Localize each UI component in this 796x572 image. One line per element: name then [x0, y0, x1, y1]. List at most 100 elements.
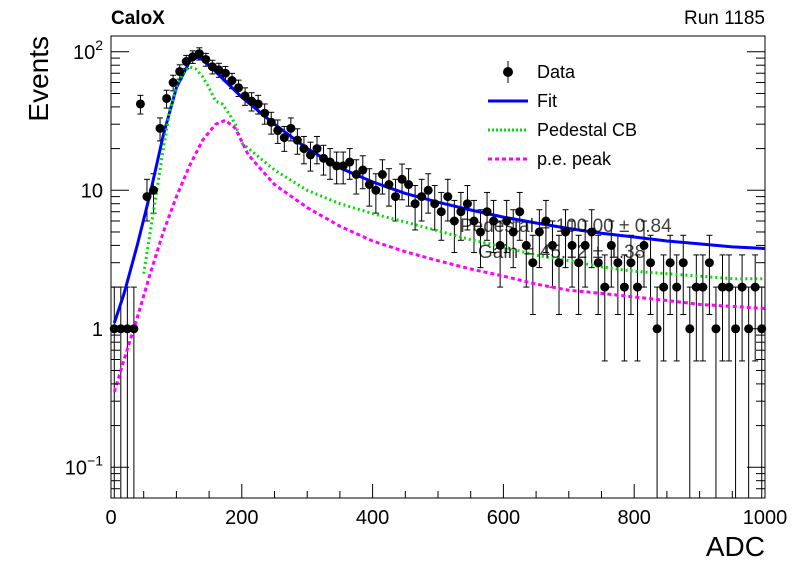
data-point: [168, 78, 178, 88]
data-point: [515, 207, 525, 217]
data-point: [698, 282, 708, 292]
data-point: [260, 108, 270, 118]
data-point: [279, 133, 289, 143]
data-point: [292, 135, 302, 145]
data-point: [587, 227, 597, 237]
data-point: [600, 282, 610, 292]
data-point: [704, 258, 714, 268]
data-point: [521, 240, 531, 250]
data-point: [469, 216, 479, 226]
data-point: [129, 324, 139, 334]
data-point: [253, 99, 263, 109]
legend-item-p-e-peak: p.e. peak: [488, 149, 612, 169]
legend-label: p.e. peak: [537, 149, 612, 169]
data-point: [711, 324, 721, 334]
data-point: [162, 93, 172, 103]
data-point: [286, 123, 296, 133]
data-point: [672, 282, 682, 292]
axis-ticks: 0 200 400 600 800 1000 10−1 1 10 102: [65, 37, 787, 529]
legend-item-pedestal-cb: Pedestal CB: [488, 120, 637, 140]
data-point: [364, 180, 374, 190]
data-point: [299, 144, 309, 154]
curve-fit: [112, 55, 766, 324]
data-point: [384, 180, 394, 190]
data-point: [417, 192, 427, 202]
data-point: [377, 169, 387, 179]
data-point: [390, 192, 400, 202]
curve-p-e-peak: [112, 118, 766, 393]
data-point: [423, 185, 433, 195]
data-point: [312, 144, 322, 154]
x-tick-label: 0: [105, 507, 116, 529]
data-point: [266, 117, 276, 127]
data-point: [404, 180, 414, 190]
data-point: [476, 227, 486, 237]
data-point: [449, 216, 459, 226]
data-point: [456, 207, 466, 217]
data-point: [345, 157, 355, 167]
data-point: [750, 282, 760, 292]
data-point: [528, 258, 538, 268]
plot-frame: [110, 35, 766, 499]
data-point: [155, 123, 165, 133]
x-tick-label: 1000: [743, 507, 788, 529]
legend-label: Pedestal CB: [537, 120, 637, 140]
data-point: [443, 192, 453, 202]
data-point: [135, 99, 145, 109]
data-point: [371, 185, 381, 195]
data-point: [240, 91, 250, 101]
data-point: [652, 324, 662, 334]
data-point: [685, 324, 695, 334]
header-experiment: CaloX: [111, 8, 165, 29]
fit-overlay: Pedestal = 100.00 ± 0.84 Gain = 45.12 ± …: [460, 216, 672, 263]
data-point: [436, 207, 446, 217]
x-tick-label: 200: [225, 507, 258, 529]
header-run: Run 1185: [684, 8, 765, 29]
data-point: [332, 161, 342, 171]
legend: Data Fit Pedestal CB p.e. peak: [488, 61, 637, 169]
data-point: [142, 192, 152, 202]
data-point: [626, 258, 636, 268]
data-point: [325, 157, 335, 167]
data-point: [534, 227, 544, 237]
data-point: [194, 49, 204, 59]
data-point: [646, 258, 656, 268]
data-point: [149, 185, 159, 195]
data-point: [561, 227, 571, 237]
data-point: [495, 240, 505, 250]
data-point: [731, 324, 741, 334]
y-tick-label: 10−1: [65, 452, 103, 479]
data-point: [319, 153, 329, 163]
legend-item-fit: Fit: [488, 91, 557, 111]
legend-item-data: Data: [503, 61, 576, 83]
y-axis-title: Events: [23, 36, 54, 122]
data-point: [580, 240, 590, 250]
x-tick-label: 800: [618, 507, 651, 529]
data-point: [547, 240, 557, 250]
legend-marker: [503, 67, 513, 77]
data-point: [351, 169, 361, 179]
data-point: [691, 282, 701, 292]
y-tick-label: 102: [73, 37, 103, 64]
data-point: [234, 83, 244, 93]
x-tick-label: 600: [487, 507, 520, 529]
data-point: [338, 161, 348, 171]
legend-label: Fit: [537, 91, 557, 111]
data-point: [619, 282, 629, 292]
data-point: [273, 126, 283, 136]
x-tick-label: 400: [356, 507, 389, 529]
data-point: [175, 67, 185, 77]
data-point: [737, 282, 747, 292]
data-point: [410, 199, 420, 209]
data-point: [305, 150, 315, 160]
data-point: [639, 240, 649, 250]
data-point: [659, 282, 669, 292]
data-point: [482, 207, 492, 217]
data-point: [554, 258, 564, 268]
data-point: [227, 76, 237, 86]
y-tick-label: 1: [92, 319, 103, 341]
data-point: [593, 258, 603, 268]
data-point: [632, 282, 642, 292]
data-point: [606, 240, 616, 250]
